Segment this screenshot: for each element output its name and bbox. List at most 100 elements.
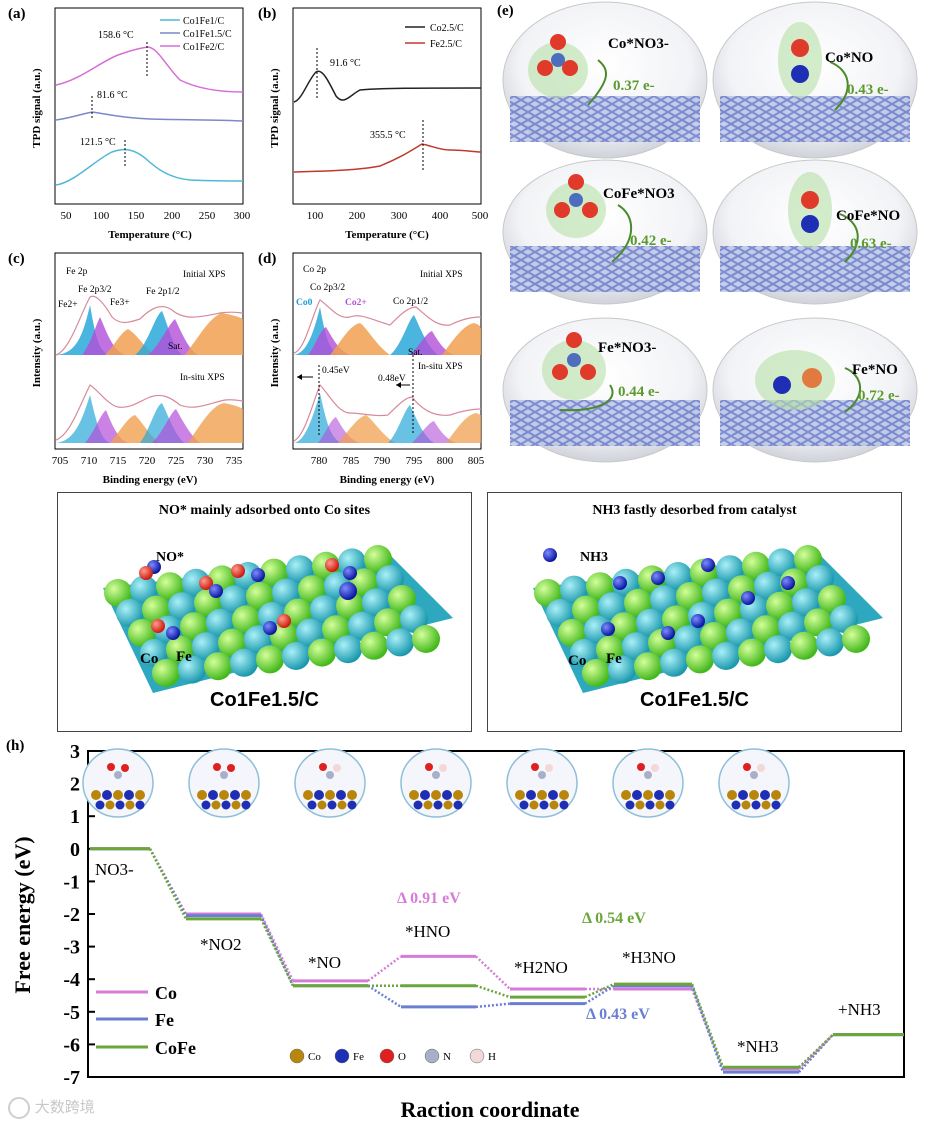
a-legend-3: Co1Fe2/C bbox=[183, 42, 224, 53]
adsorbate-atom bbox=[701, 558, 715, 572]
b-ann-2: 355.5 °C bbox=[370, 130, 406, 141]
h-atom-legend-swatch bbox=[379, 1048, 395, 1064]
c-label: In-situ XPS bbox=[180, 373, 225, 383]
h-legend-co: Co bbox=[155, 983, 177, 1003]
h-connector-fe bbox=[690, 985, 725, 1073]
c-xtick: 730 bbox=[197, 455, 214, 467]
h-ytick: -6 bbox=[63, 1034, 80, 1056]
b-xtick: 100 bbox=[307, 210, 324, 222]
h-ytick: -4 bbox=[63, 969, 80, 991]
b-ann-1: 91.6 °C bbox=[330, 58, 361, 69]
e-item-label: Co*NO3- bbox=[608, 36, 669, 52]
e-item-label: Fe*NO3- bbox=[598, 340, 656, 356]
f-formula: Co1Fe1.5/C bbox=[210, 689, 319, 711]
c-xtick: 715 bbox=[110, 455, 127, 467]
a-legend-2: Co1Fe1.5/C bbox=[183, 29, 232, 40]
e-bubble-4 bbox=[712, 159, 918, 305]
d-label: Sat. bbox=[408, 348, 423, 358]
f-species: NO* bbox=[156, 550, 184, 565]
d-label: Initial XPS bbox=[420, 270, 463, 280]
d-xtick: 780 bbox=[311, 455, 328, 467]
fe-atom bbox=[204, 652, 232, 681]
h-connector-fe bbox=[798, 1033, 834, 1073]
fe-atom bbox=[256, 645, 284, 674]
adsorbate-atom bbox=[543, 548, 557, 562]
h-step: *HNO bbox=[405, 922, 450, 941]
d-ylabel: Intensity (a.u.) bbox=[269, 318, 281, 387]
h-atom-legend-swatch bbox=[289, 1048, 305, 1064]
panel-e-label: (e) bbox=[497, 3, 514, 19]
d-xtick: 805 bbox=[468, 455, 485, 467]
c-label: Fe 2p1/2 bbox=[146, 287, 180, 297]
a-xtick: 200 bbox=[164, 210, 181, 222]
h-ytick: -3 bbox=[63, 937, 80, 959]
e-bubble-5 bbox=[502, 317, 708, 463]
d-xlabel: Binding energy (eV) bbox=[340, 474, 435, 486]
g-species: NH3 bbox=[580, 550, 608, 565]
f-title: NO* mainly adsorbed onto Co sites bbox=[158, 503, 371, 518]
h-connector-cofe bbox=[148, 848, 188, 920]
e-bubble-1 bbox=[502, 1, 708, 159]
h-xlabel: Raction coordinate bbox=[400, 1097, 579, 1122]
adsorbate-atom bbox=[651, 571, 665, 585]
fe-atom bbox=[412, 625, 440, 653]
co-atom bbox=[764, 635, 792, 664]
panel-a-chart: (a) 158.6 °C 81.6 °C 121.5 °C Co1Fe1/C C… bbox=[8, 6, 251, 241]
h-connector-co bbox=[475, 955, 511, 990]
panel-b-label: (b) bbox=[258, 6, 276, 22]
h-structure-bubble bbox=[506, 748, 578, 818]
c-label: Fe2+ bbox=[58, 300, 78, 310]
adsorbate-atom bbox=[343, 566, 357, 580]
adsorbate-atom bbox=[661, 626, 675, 640]
c-xtick: 720 bbox=[139, 455, 156, 467]
b-xtick: 300 bbox=[391, 210, 408, 222]
panel-d-chart: (d) Co 2p Initial XPS Co 2p3/2 Co0 Co2+ … bbox=[258, 251, 485, 486]
h-legend: Co Fe CoFe bbox=[96, 983, 196, 1058]
panel-c-label: (c) bbox=[8, 251, 25, 267]
a-xtick: 50 bbox=[61, 210, 73, 222]
h-delta: Δ 0.91 eV bbox=[397, 890, 461, 907]
h-connector-co bbox=[259, 913, 295, 982]
e-item-label: CoFe*NO bbox=[836, 208, 900, 224]
d-label: Co0 bbox=[296, 298, 313, 308]
c-xtick: 705 bbox=[52, 455, 69, 467]
watermark-text: 大数跨境 bbox=[34, 1098, 95, 1116]
e-bubble-2 bbox=[712, 1, 918, 159]
d-label: 0.45eV bbox=[322, 366, 350, 376]
adsorbate-atom bbox=[741, 591, 755, 605]
c-label: Initial XPS bbox=[183, 270, 226, 280]
h-atom-legend-swatch bbox=[334, 1048, 350, 1064]
watermark: 大数跨境 bbox=[8, 1096, 95, 1119]
e-item-charge: 0.63 e- bbox=[850, 236, 892, 252]
a-legend-1: Co1Fe1/C bbox=[183, 16, 224, 27]
adsorbate-atom bbox=[251, 568, 265, 582]
h-delta: Δ 0.54 eV bbox=[582, 910, 646, 927]
e-item-charge: 0.42 e- bbox=[630, 233, 672, 249]
fe-atom bbox=[360, 631, 388, 660]
h-step: NO3- bbox=[95, 860, 134, 879]
co-atom bbox=[608, 655, 636, 684]
e-item-charge: 0.44 e- bbox=[618, 384, 660, 400]
h-atom-legend-label: H bbox=[488, 1051, 496, 1063]
e-item-label: Fe*NO bbox=[852, 362, 898, 378]
panel-f-box: NO* mainly adsorbed onto Co sites NO* Co… bbox=[57, 492, 472, 732]
b-ylabel: TPD signal (a.u.) bbox=[269, 68, 281, 148]
watermark-logo-icon bbox=[8, 1096, 30, 1119]
c-ylabel: Intensity (a.u.) bbox=[31, 318, 43, 387]
b-legend-1: Co2.5/C bbox=[430, 23, 464, 34]
d-label: Co 2p bbox=[303, 265, 326, 275]
a-xtick: 250 bbox=[199, 210, 216, 222]
h-ytick: -2 bbox=[63, 904, 80, 926]
c-label: Fe 2p3/2 bbox=[78, 285, 112, 295]
a-xtick: 300 bbox=[234, 210, 251, 222]
h-structure-bubble bbox=[612, 748, 684, 818]
a-ann-2: 81.6 °C bbox=[97, 90, 128, 101]
co-atom bbox=[816, 628, 844, 657]
h-connector-cofe bbox=[690, 983, 725, 1068]
fe-atom bbox=[582, 659, 610, 687]
adsorbate-atom bbox=[277, 614, 291, 628]
a-ann-1: 158.6 °C bbox=[98, 30, 134, 41]
a-series-cofe2 bbox=[55, 46, 244, 93]
h-ytick: -5 bbox=[63, 1002, 80, 1024]
fe-atom bbox=[634, 652, 662, 681]
